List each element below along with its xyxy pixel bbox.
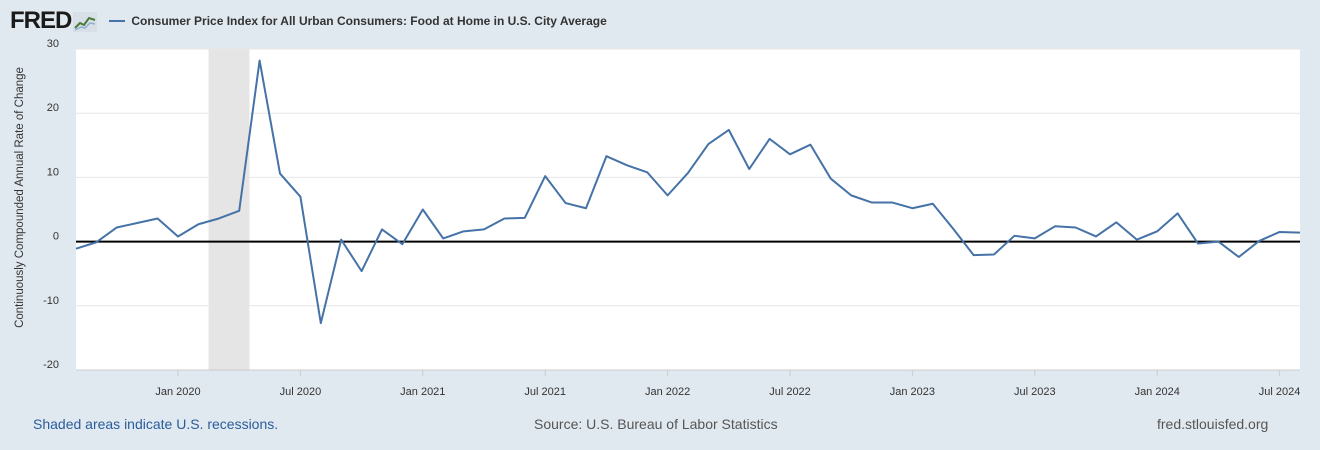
data-point[interactable] xyxy=(1032,235,1038,241)
y-tick-label: -20 xyxy=(43,359,59,371)
x-tick-label: Jan 2023 xyxy=(890,386,935,398)
data-point[interactable] xyxy=(501,215,507,221)
data-point[interactable] xyxy=(1154,228,1160,234)
data-point[interactable] xyxy=(603,153,609,159)
data-point[interactable] xyxy=(379,226,385,232)
data-point[interactable] xyxy=(1052,223,1058,229)
data-point[interactable] xyxy=(1134,237,1140,243)
y-tick-label: 20 xyxy=(47,102,59,114)
data-point[interactable] xyxy=(848,192,854,198)
data-point[interactable] xyxy=(155,215,161,221)
x-tick-label: Jan 2020 xyxy=(155,386,200,398)
chart-header: FRED Consumer Price Index for All Urban … xyxy=(10,6,607,36)
x-tick-label: Jul 2021 xyxy=(524,386,566,398)
data-point[interactable] xyxy=(1011,233,1017,239)
data-point[interactable] xyxy=(522,215,528,221)
data-point[interactable] xyxy=(624,162,630,168)
data-point[interactable] xyxy=(73,246,79,252)
data-point[interactable] xyxy=(257,58,263,64)
data-point[interactable] xyxy=(726,127,732,133)
data-point[interactable] xyxy=(828,176,834,182)
fred-logo[interactable]: FRED xyxy=(10,7,98,35)
data-point[interactable] xyxy=(1195,241,1201,247)
y-tick-label: 0 xyxy=(53,231,59,243)
data-point[interactable] xyxy=(889,199,895,205)
data-point[interactable] xyxy=(399,241,405,247)
recession-shading xyxy=(208,49,250,370)
data-point[interactable] xyxy=(359,268,365,274)
data-point[interactable] xyxy=(767,136,773,142)
x-tick-label: Jul 2024 xyxy=(1259,386,1301,398)
y-tick-label: 10 xyxy=(47,166,59,178)
data-point[interactable] xyxy=(318,320,324,326)
data-point[interactable] xyxy=(705,141,711,147)
data-point[interactable] xyxy=(991,251,997,257)
x-tick-label: Jan 2021 xyxy=(400,386,445,398)
data-point[interactable] xyxy=(644,169,650,175)
data-point[interactable] xyxy=(807,142,813,148)
y-tick-label: 30 xyxy=(47,38,59,50)
legend-label: Consumer Price Index for All Urban Consu… xyxy=(131,14,607,28)
data-point[interactable] xyxy=(297,194,303,200)
data-point[interactable] xyxy=(1215,239,1221,245)
data-point[interactable] xyxy=(971,252,977,258)
source-note: Source: U.S. Bureau of Labor Statistics xyxy=(534,416,778,432)
data-point[interactable] xyxy=(1277,229,1283,235)
data-point[interactable] xyxy=(909,205,915,211)
data-point[interactable] xyxy=(583,205,589,211)
data-point[interactable] xyxy=(1297,230,1303,236)
data-point[interactable] xyxy=(787,151,793,157)
data-point[interactable] xyxy=(563,200,569,206)
data-point[interactable] xyxy=(481,226,487,232)
data-point[interactable] xyxy=(1175,210,1181,216)
data-point[interactable] xyxy=(950,226,956,232)
data-point[interactable] xyxy=(1256,238,1262,244)
x-tick-label: Jul 2020 xyxy=(280,386,322,398)
legend-swatch xyxy=(109,20,126,22)
data-point[interactable] xyxy=(134,220,140,226)
fred-logo-text: FRED xyxy=(10,7,72,34)
data-point[interactable] xyxy=(1073,224,1079,230)
data-point[interactable] xyxy=(114,224,120,230)
line-chart: 30 20 10 0 -10 -20 Jan 2020 Jul 2020 Jan 2021 Jul… xyxy=(14,38,1303,398)
fred-chart-icon xyxy=(73,12,98,32)
data-point[interactable] xyxy=(685,170,691,176)
y-axis-label: Continuously Compounded Annual Rate of C… xyxy=(14,67,26,328)
data-point[interactable] xyxy=(216,215,222,221)
data-point[interactable] xyxy=(1236,254,1242,260)
x-tick-label: Jan 2024 xyxy=(1135,386,1180,398)
data-point[interactable] xyxy=(1113,219,1119,225)
data-point[interactable] xyxy=(420,207,426,213)
data-point[interactable] xyxy=(175,233,181,239)
data-point[interactable] xyxy=(746,166,752,172)
site-link[interactable]: fred.stlouisfed.org xyxy=(1157,416,1269,432)
series-line[interactable] xyxy=(75,59,1301,325)
data-point[interactable] xyxy=(542,173,548,179)
x-tick-label: Jan 2022 xyxy=(645,386,690,398)
plot-area xyxy=(76,49,1300,370)
data-point[interactable] xyxy=(338,237,344,243)
chart-legend[interactable]: Consumer Price Index for All Urban Consu… xyxy=(109,14,607,28)
data-point[interactable] xyxy=(440,235,446,241)
data-point[interactable] xyxy=(93,239,99,245)
x-tick-label: Jul 2023 xyxy=(1014,386,1056,398)
data-point[interactable] xyxy=(236,208,242,214)
data-point[interactable] xyxy=(1093,233,1099,239)
data-point[interactable] xyxy=(461,228,467,234)
data-point[interactable] xyxy=(665,192,671,198)
y-tick-label: -10 xyxy=(43,295,59,307)
data-point[interactable] xyxy=(930,201,936,207)
data-point[interactable] xyxy=(277,171,283,177)
x-tick-label: Jul 2022 xyxy=(769,386,811,398)
data-point[interactable] xyxy=(195,221,201,227)
recession-note: Shaded areas indicate U.S. recessions. xyxy=(33,416,279,432)
data-point[interactable] xyxy=(869,199,875,205)
